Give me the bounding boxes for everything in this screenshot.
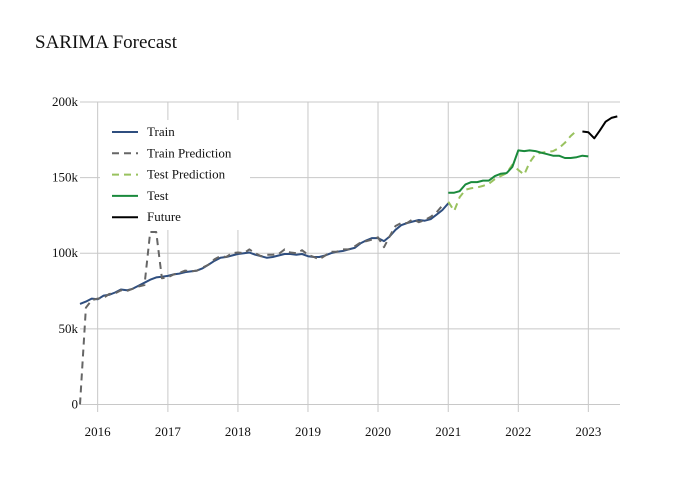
axis-layer: 0 50k 100k 150k 200k 2016 2017 2018 2019 2020 2021… bbox=[52, 94, 601, 439]
x-tick-label: 2018 bbox=[225, 424, 251, 439]
legend-label: Train Prediction bbox=[147, 145, 232, 160]
series-line-train-prediction bbox=[79, 204, 444, 405]
y-tick-label: 0 bbox=[72, 396, 79, 411]
x-tick-label: 2020 bbox=[365, 424, 391, 439]
x-tick-label: 2019 bbox=[295, 424, 321, 439]
series-line-train bbox=[79, 202, 450, 305]
series-line-test bbox=[448, 149, 589, 194]
legend-label: Test bbox=[147, 188, 169, 203]
legend-label: Train bbox=[147, 124, 175, 139]
x-tick-label: 2023 bbox=[575, 424, 601, 439]
x-tick-label: 2022 bbox=[505, 424, 531, 439]
y-tick-label: 100k bbox=[52, 245, 79, 260]
series-layer bbox=[79, 115, 618, 405]
series-line-test-prediction bbox=[447, 129, 578, 212]
y-tick-label: 200k bbox=[52, 94, 79, 109]
x-tick-label: 2017 bbox=[155, 424, 182, 439]
legend-label: Test Prediction bbox=[147, 167, 226, 182]
x-tick-label: 2016 bbox=[85, 424, 112, 439]
y-tick-label: 50k bbox=[59, 321, 79, 336]
chart-title: SARIMA Forecast bbox=[35, 32, 177, 53]
x-tick-label: 2021 bbox=[435, 424, 461, 439]
legend: Train Train Prediction Test Prediction Test… bbox=[100, 120, 250, 230]
y-tick-label: 150k bbox=[52, 170, 79, 185]
series-line-future bbox=[582, 115, 618, 140]
legend-label: Future bbox=[147, 209, 181, 224]
